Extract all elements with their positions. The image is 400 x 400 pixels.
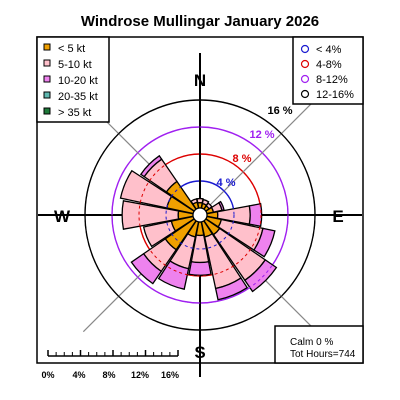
wedge-112.5-bin2 bbox=[253, 227, 276, 258]
ring-legend-label-1: 4-8% bbox=[316, 59, 342, 71]
hours-text: Tot Hours=744 bbox=[290, 349, 356, 360]
ring-12-overlay bbox=[111, 126, 289, 304]
ring-legend-marker-2 bbox=[300, 74, 310, 84]
wedge-90-bin2 bbox=[248, 203, 263, 227]
speed-label-2: 10-20 kt bbox=[58, 75, 98, 87]
scale-tick-label-2: 8% bbox=[102, 370, 115, 380]
calm-box: Calm 0 % Tot Hours=744 bbox=[274, 325, 364, 364]
ring-16-overlay bbox=[84, 99, 316, 331]
ring-label-4: 4 % bbox=[217, 177, 236, 189]
compass-north-label: N bbox=[194, 71, 206, 90]
ring-legend-marker-0 bbox=[300, 44, 310, 54]
ring-8-overlay bbox=[138, 153, 262, 277]
wedge-315-bin2 bbox=[139, 154, 163, 178]
ring-legend-box bbox=[292, 36, 364, 105]
speed-swatch-0 bbox=[43, 43, 51, 51]
calm-box-frame bbox=[274, 325, 364, 364]
wedge-157.5-bin2 bbox=[214, 277, 249, 301]
speed-swatch-4 bbox=[43, 107, 51, 115]
ring-label-8: 8 % bbox=[233, 153, 252, 165]
compass-west-label: W bbox=[54, 207, 71, 226]
speed-swatch-1 bbox=[43, 59, 51, 67]
ring-label-12: 12 % bbox=[249, 129, 274, 141]
ring-4-overlay bbox=[165, 180, 235, 250]
wedge-270-bin1 bbox=[121, 200, 180, 230]
scale-tick-label-4: 16% bbox=[161, 370, 179, 380]
speed-swatch-2 bbox=[43, 75, 51, 83]
ring-label-16: 16 % bbox=[267, 105, 292, 117]
ring-legend: < 4% 4-8% 8-12% 12-16% bbox=[292, 36, 364, 105]
compass-east-label: E bbox=[332, 207, 343, 226]
wedge-0-bin1 bbox=[196, 197, 204, 204]
wedge-180-bin2 bbox=[188, 260, 212, 276]
scale-bar: 0% 4% 8% 12% 16% bbox=[41, 350, 179, 380]
center-hub bbox=[192, 207, 208, 223]
scale-tick-label-1: 4% bbox=[72, 370, 85, 380]
ring-legend-label-0: < 4% bbox=[316, 44, 342, 56]
wedge-292.5-bin1 bbox=[119, 169, 173, 209]
scale-tick-label-3: 12% bbox=[131, 370, 149, 380]
speed-label-1: 5-10 kt bbox=[58, 59, 92, 71]
speed-label-0: < 5 kt bbox=[58, 43, 85, 55]
wedge-225-bin2 bbox=[130, 252, 163, 285]
chart-title: Windrose Mullingar January 2026 bbox=[81, 13, 319, 30]
scale-tick-label-0: 0% bbox=[41, 370, 54, 380]
spoke-45 bbox=[199, 97, 318, 216]
wedge-337.5-bin1 bbox=[190, 198, 199, 205]
ring-legend-label-2: 8-12% bbox=[316, 74, 348, 86]
ring-legend-marker-3 bbox=[300, 89, 310, 99]
speed-label-3: 20-35 kt bbox=[58, 91, 98, 103]
wedge-135-bin2 bbox=[243, 258, 278, 293]
speed-label-4: > 35 kt bbox=[58, 107, 91, 119]
compass-south-label: S bbox=[194, 343, 205, 362]
ring-legend-marker-1 bbox=[300, 59, 310, 69]
speed-legend: < 5 kt 5-10 kt 10-20 kt 20-35 kt > 35 kt bbox=[36, 36, 110, 123]
calm-text: Calm 0 % bbox=[290, 337, 333, 348]
wedge-247.5-bin1 bbox=[142, 220, 177, 248]
wedge-202.5-bin2 bbox=[157, 260, 190, 290]
speed-swatch-3 bbox=[43, 91, 51, 99]
ring-legend-label-3: 12-16% bbox=[316, 89, 354, 101]
